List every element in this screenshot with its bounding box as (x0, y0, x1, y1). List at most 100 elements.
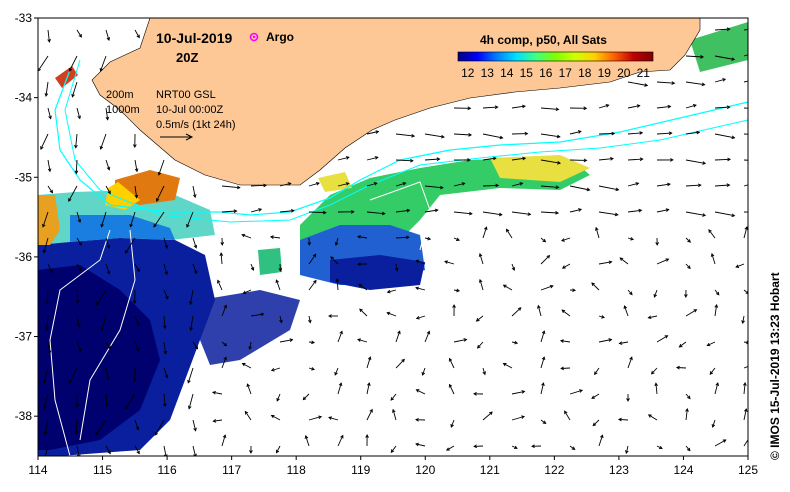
current-vector (366, 382, 370, 395)
current-vector-head (555, 211, 560, 215)
current-vector-head (522, 104, 526, 109)
current-vector-head (106, 166, 111, 171)
current-vector (685, 263, 691, 269)
current-vector-head (42, 249, 47, 254)
current-vector-head (289, 338, 294, 342)
current-vector-head (135, 426, 140, 431)
current-vector-head (561, 265, 566, 269)
current-vector (569, 130, 582, 135)
current-vector-head (498, 212, 503, 217)
x-tick-label: 121 (480, 463, 500, 477)
current-vector-head (222, 434, 227, 439)
current-vector-head (402, 182, 407, 186)
current-vector-head (560, 366, 564, 371)
current-vector (359, 308, 368, 317)
current-vector (76, 289, 79, 303)
current-vector (685, 445, 691, 451)
current-vector-head (328, 314, 332, 318)
current-vector-head (186, 223, 190, 228)
current-vector (192, 185, 196, 198)
current-vector-head (731, 57, 736, 61)
current-vector (619, 341, 629, 344)
current-vector-head (164, 245, 169, 249)
current-vector-head (49, 269, 53, 274)
current-vector (270, 236, 281, 239)
current-vector-head (531, 444, 535, 449)
current-vector (43, 393, 49, 409)
current-vector-head (752, 79, 755, 82)
current-vector (154, 419, 165, 436)
current-vector (366, 409, 373, 421)
x-axis: 114 115 116 117 118 119 120 121 122 123 124 125 (28, 456, 758, 477)
current-vector-head (505, 228, 510, 233)
current-vector (336, 279, 339, 291)
current-vector (685, 237, 691, 243)
current-vector-head (129, 223, 133, 228)
current-vector-head (655, 242, 659, 246)
current-vector-head (107, 345, 112, 350)
current-vector (105, 107, 109, 120)
current-vector (249, 341, 252, 350)
current-vector-head (753, 363, 756, 366)
current-vector-head (249, 450, 253, 454)
current-vector-head (156, 198, 160, 202)
x-tick-label: 122 (544, 463, 564, 477)
current-vector-head (105, 403, 109, 408)
current-vector (743, 159, 748, 161)
current-vector-head (599, 434, 604, 439)
current-vector-head (483, 226, 488, 231)
current-vector-head (217, 279, 221, 284)
current-vector (130, 211, 136, 227)
current-vector-head (436, 157, 441, 161)
current-vector-head (445, 447, 450, 451)
current-vector (714, 78, 726, 83)
current-vector (714, 211, 735, 217)
current-vector (511, 263, 515, 271)
current-vector-head (248, 346, 252, 351)
current-vector (598, 185, 619, 191)
current-vector (192, 419, 197, 431)
current-vector (743, 366, 748, 369)
current-vector-head (136, 450, 140, 455)
current-vector (503, 284, 513, 291)
current-vector-head (410, 158, 414, 163)
current-vector-head (287, 182, 292, 186)
current-vector (192, 341, 198, 349)
x-tick-label: 115 (93, 463, 112, 477)
current-vector-head (397, 330, 401, 335)
current-vector-head (136, 34, 140, 39)
current-vector (47, 107, 52, 119)
current-vector-head (308, 319, 312, 324)
current-vector-head (193, 453, 197, 456)
current-vector-head (136, 322, 140, 326)
current-vector (105, 29, 110, 41)
current-vector (482, 411, 493, 421)
argo-marker (249, 32, 259, 42)
current-vector-head (653, 293, 657, 298)
current-vector (75, 419, 78, 434)
current-vector-head (307, 242, 312, 246)
current-vector-head (667, 182, 671, 187)
current-vector (453, 182, 465, 187)
current-vector-head (258, 208, 263, 212)
current-vector-head (658, 445, 663, 450)
current-vector-head (394, 267, 399, 272)
current-vector (76, 237, 82, 246)
current-vector-head (726, 183, 731, 187)
current-vector-head (263, 183, 268, 188)
current-vector-head (290, 208, 295, 213)
current-vector (44, 419, 49, 435)
current-vector (511, 211, 531, 215)
current-vector (395, 236, 409, 239)
current-vector (95, 419, 107, 436)
current-vector-head (100, 223, 104, 228)
current-vector-head (164, 374, 169, 379)
current-vector (511, 390, 525, 395)
current-vector-head (334, 242, 339, 247)
current-vector (482, 106, 498, 109)
current-vector (569, 208, 582, 213)
current-vector-head (78, 348, 82, 352)
current-vector (76, 341, 82, 352)
colorbar-ticks: 12 13 14 15 16 17 18 19 20 21 (461, 66, 650, 80)
